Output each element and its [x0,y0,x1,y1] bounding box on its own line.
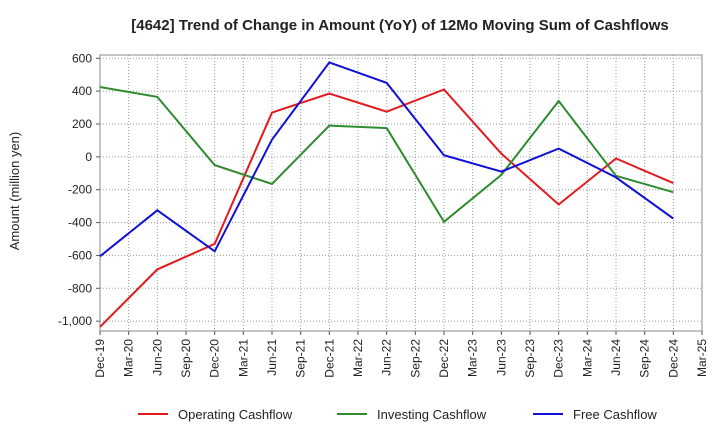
x-tick-label: Sep-24 [638,339,652,378]
y-tick-label: -1,000 [58,314,92,328]
y-axis-label: Amount (million yen) [7,132,22,251]
x-tick-label: Mar-24 [580,339,594,377]
x-tick-label: Sep-20 [179,339,193,378]
legend-label-investing-cashflow: Investing Cashflow [377,407,487,422]
y-tick-label: 200 [72,117,92,131]
x-tick-label: Mar-25 [695,339,709,377]
series-line-free-cashflow [99,61,674,258]
x-tick-label: Dec-23 [552,339,566,378]
x-tick-label: Mar-22 [351,339,365,377]
x-tick-label: Dec-22 [437,339,451,378]
y-tick-label: -600 [68,248,92,262]
x-tick-label: Dec-24 [666,339,680,378]
x-tick-label: Dec-21 [322,339,336,378]
legend-label-free-cashflow: Free Cashflow [573,407,657,422]
x-tick-label: Mar-20 [122,339,136,377]
legend-label-operating-cashflow: Operating Cashflow [178,407,293,422]
x-tick-label: Mar-21 [236,339,250,377]
x-tick-label: Jun-23 [494,339,508,376]
x-tick-label: Dec-20 [208,339,222,378]
x-tick-label: Dec-19 [93,339,107,378]
series-line-investing-cashflow [99,86,674,224]
y-tick-label: -200 [68,183,92,197]
x-tick-label: Sep-23 [523,339,537,378]
plot-background [100,55,702,331]
x-tick-label: Jun-21 [265,339,279,376]
series-line-operating-cashflow [99,88,674,328]
y-tick-label: -400 [68,216,92,230]
legend: Operating Cashflow Investing Cashflow Free… [138,407,657,422]
x-tick-label: Sep-21 [294,339,308,378]
x-tick-label: Jun-24 [609,339,623,376]
plot-frame [99,54,703,332]
y-tick-label: -800 [68,281,92,295]
x-tick-label: Jun-22 [380,339,394,376]
y-tick-label: 0 [85,150,92,164]
y-tick-label: 400 [72,84,92,98]
x-tick-label: Mar-23 [466,339,480,377]
chart-title: [4642] Trend of Change in Amount (YoY) o… [131,17,669,34]
y-tick-label: 600 [72,51,92,65]
x-tick-label: Jun-20 [150,339,164,376]
x-tick-label: Sep-22 [408,339,422,378]
